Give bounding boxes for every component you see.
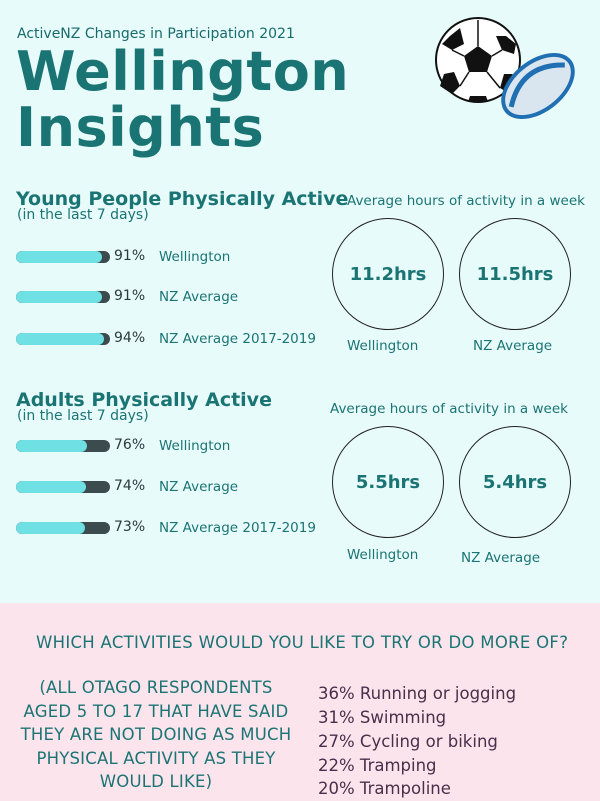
bottom-section bbox=[0, 603, 600, 801]
young-bar-track bbox=[16, 291, 110, 303]
young-bar-fill bbox=[16, 291, 102, 303]
activities-question: WHICH ACTIVITIES WOULD YOU LIKE TO TRY O… bbox=[36, 633, 569, 652]
activities-note: (ALL OTAGO RESPONDENTS AGED 5 TO 17 THAT… bbox=[20, 676, 292, 794]
young-nz-hours: 11.5hrs bbox=[476, 263, 554, 285]
young-bar-category-label: NZ Average 2017-2019 bbox=[159, 331, 316, 347]
adults-wellington-hours: 5.5hrs bbox=[355, 471, 421, 493]
adults-bar-track bbox=[16, 481, 110, 493]
rugby-ball-icon bbox=[501, 53, 575, 119]
adults-nz-hours: 5.4hrs bbox=[482, 471, 548, 493]
adults-bar-value-label: 74% bbox=[114, 478, 146, 494]
young-bar-category-label: Wellington bbox=[159, 249, 231, 265]
note-line: (ALL OTAGO RESPONDENTS bbox=[39, 678, 273, 697]
young-bar-value-label: 94% bbox=[114, 330, 146, 346]
young-avg-heading: Average hours of activity in a week bbox=[347, 193, 585, 209]
young-bar-category-label: NZ Average bbox=[159, 289, 239, 305]
adults-subheading: (in the last 7 days) bbox=[17, 408, 149, 424]
note-line: WOULD LIKE) bbox=[99, 772, 213, 791]
adults-avg-heading: Average hours of activity in a week bbox=[330, 401, 568, 417]
activity-item: 22% Tramping bbox=[318, 756, 437, 775]
young-bar-value-label: 91% bbox=[114, 288, 146, 304]
adults-bar-fill bbox=[16, 522, 85, 534]
adults-heading: Adults Physically Active bbox=[16, 389, 272, 411]
adults-bar-fill bbox=[16, 440, 88, 452]
note-line: THEY ARE NOT DOING AS MUCH bbox=[20, 725, 292, 744]
adults-bar-category-label: NZ Average bbox=[159, 479, 239, 495]
adults-bar-category-label: NZ Average 2017-2019 bbox=[159, 520, 316, 536]
young-bar-value-label: 91% bbox=[114, 248, 146, 264]
activity-item: 36% Running or jogging bbox=[318, 684, 517, 703]
young-bar-track bbox=[16, 333, 110, 345]
adults-bar-fill bbox=[16, 481, 86, 493]
young-nz-circle: 11.5hrs bbox=[459, 218, 571, 330]
adults-bar-category-label: Wellington bbox=[159, 438, 231, 454]
activity-item: 31% Swimming bbox=[318, 708, 447, 727]
young-wellington-circle-label: Wellington bbox=[347, 338, 419, 354]
adults-nz-circle-label: NZ Average bbox=[461, 550, 541, 566]
title-line-1: Wellington bbox=[16, 40, 350, 103]
adults-nz-circle: 5.4hrs bbox=[459, 426, 571, 538]
young-bar-fill bbox=[16, 333, 105, 345]
adults-bar-value-label: 76% bbox=[114, 437, 146, 453]
young-subheading: (in the last 7 days) bbox=[17, 207, 149, 223]
page-subtitle: ActiveNZ Changes in Participation 2021 bbox=[17, 26, 295, 42]
young-heading: Young People Physically Active bbox=[16, 188, 349, 210]
activity-item: 27% Cycling or biking bbox=[318, 732, 498, 751]
adults-wellington-circle-label: Wellington bbox=[347, 547, 419, 563]
activity-item: 20% Trampoline bbox=[318, 779, 451, 798]
young-bar-fill bbox=[16, 251, 102, 263]
young-wellington-hours: 11.2hrs bbox=[349, 263, 427, 285]
note-line: AGED 5 TO 17 THAT HAVE SAID bbox=[23, 701, 289, 721]
note-line: PHYSICAL ACTIVITY AS THEY bbox=[36, 748, 276, 768]
young-nz-circle-label: NZ Average bbox=[473, 338, 553, 354]
adults-wellington-circle: 5.5hrs bbox=[332, 426, 444, 538]
young-wellington-circle: 11.2hrs bbox=[332, 218, 444, 330]
page-title: Wellington Insights bbox=[16, 44, 349, 156]
adults-bar-value-label: 73% bbox=[114, 519, 146, 535]
adults-bar-track bbox=[16, 522, 110, 534]
sports-icons bbox=[435, 17, 575, 119]
adults-bar-track bbox=[16, 440, 110, 452]
title-line-2: Insights bbox=[16, 96, 265, 159]
young-bar-track bbox=[16, 251, 110, 263]
